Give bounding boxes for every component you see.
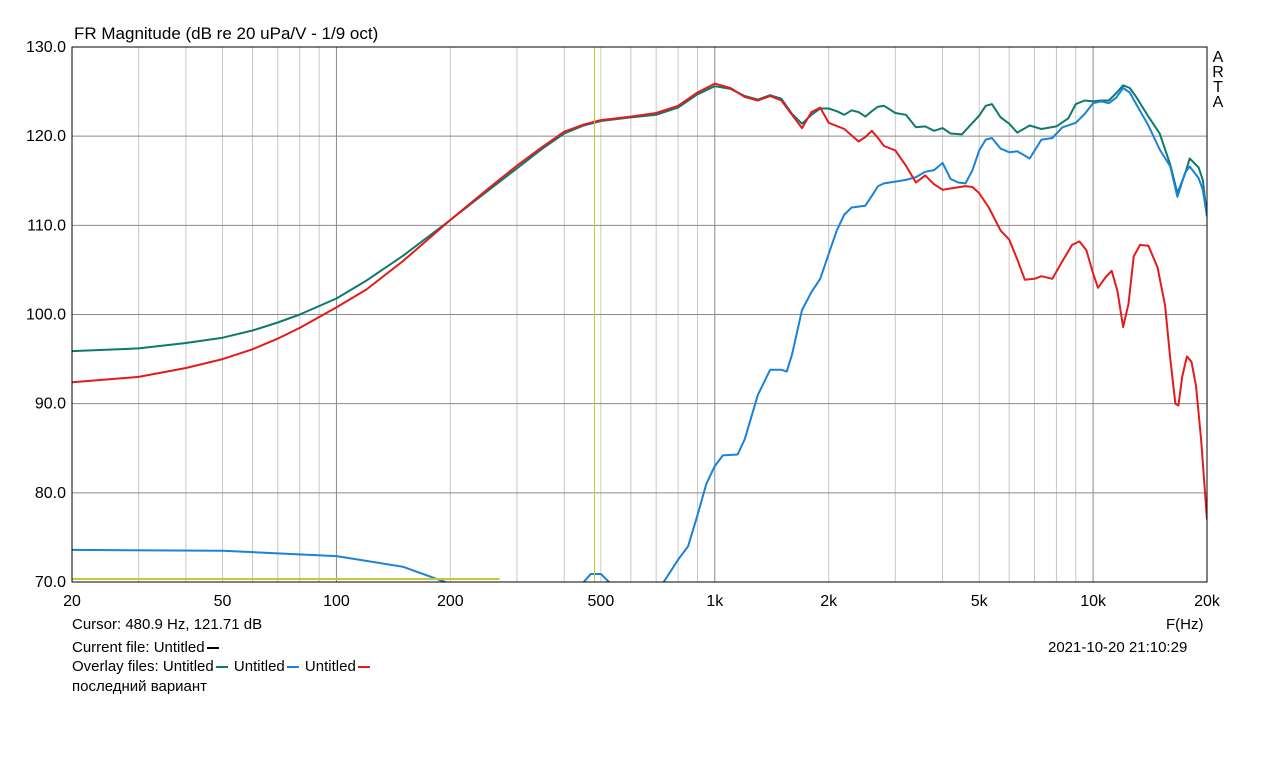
watermark-letter: R bbox=[1212, 64, 1224, 81]
x-tick-label: 20 bbox=[63, 593, 81, 610]
y-tick-label: 130.0 bbox=[26, 39, 66, 56]
plot-frame bbox=[71, 46, 1208, 583]
chart-title: FR Magnitude (dB re 20 uPa/V - 1/9 oct) bbox=[74, 24, 378, 43]
overlay-swatch bbox=[286, 666, 299, 669]
overlay-swatch bbox=[357, 666, 370, 669]
y-tick-label: 90.0 bbox=[35, 396, 66, 413]
overlay-file-name: Untitled bbox=[233, 658, 285, 675]
overlay-files-label: Overlay files: bbox=[72, 658, 163, 675]
overlay-files: Overlay files: Untitled Untitled Untitle… bbox=[72, 658, 372, 676]
current-file: Current file: Untitled bbox=[72, 639, 221, 657]
x-tick-label: 20k bbox=[1194, 593, 1221, 610]
x-tick-label: 100 bbox=[323, 593, 350, 610]
y-tick-label: 70.0 bbox=[35, 574, 66, 591]
overlay-file-name: Untitled bbox=[162, 658, 214, 675]
watermark-letter: T bbox=[1213, 79, 1223, 96]
current-file-label: Current file: Untitled bbox=[72, 639, 205, 656]
y-tick-label: 110.0 bbox=[27, 217, 66, 234]
cursor-readout: Cursor: 480.9 Hz, 121.71 dB bbox=[72, 616, 263, 633]
series-group bbox=[72, 47, 1207, 582]
x-tick-label: 200 bbox=[437, 593, 464, 610]
x-tick-label: 2k bbox=[820, 593, 838, 610]
overlay-swatch bbox=[215, 666, 228, 669]
x-tick-labels: 20 50 100 200 500 1k 2k 5k 10k 20k bbox=[63, 593, 1221, 610]
overlay-file-name: Untitled bbox=[304, 658, 356, 675]
series-line bbox=[72, 87, 1207, 582]
comment: последний вариант bbox=[72, 678, 208, 695]
y-tick-labels: 70.0 80.0 90.0 100.0 110.0 120.0 130.0 bbox=[26, 39, 66, 591]
x-tick-label: 1k bbox=[706, 593, 724, 610]
series-line bbox=[72, 84, 1207, 353]
x-tick-label: 500 bbox=[588, 593, 615, 610]
grid bbox=[72, 47, 1207, 582]
y-tick-label: 120.0 bbox=[26, 128, 66, 145]
x-tick-label: 10k bbox=[1080, 593, 1107, 610]
x-tick-label: 5k bbox=[971, 593, 989, 610]
series-line bbox=[72, 82, 1207, 520]
datetime: 2021-10-20 21:10:29 bbox=[1048, 639, 1188, 656]
y-tick-label: 80.0 bbox=[35, 485, 66, 502]
x-axis-label: F(Hz) bbox=[1166, 616, 1204, 633]
x-tick-label: 50 bbox=[214, 593, 232, 610]
watermark-letter: A bbox=[1213, 94, 1224, 111]
current-file-swatch bbox=[206, 647, 219, 650]
watermark-letter: A bbox=[1213, 49, 1224, 66]
y-tick-label: 100.0 bbox=[26, 307, 66, 324]
